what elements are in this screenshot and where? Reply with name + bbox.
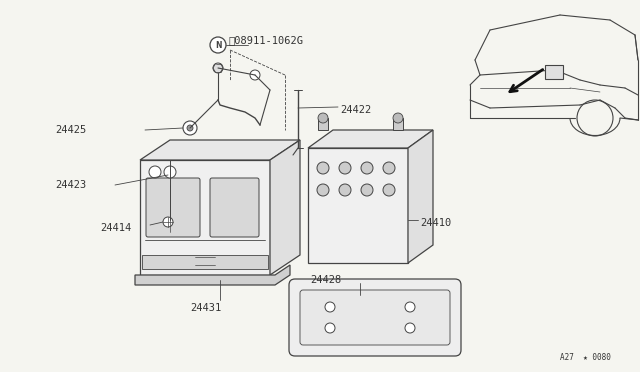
Circle shape bbox=[318, 113, 328, 123]
Text: 24428: 24428 bbox=[310, 275, 341, 285]
FancyBboxPatch shape bbox=[393, 118, 403, 130]
Polygon shape bbox=[270, 140, 300, 275]
FancyBboxPatch shape bbox=[289, 279, 461, 356]
Circle shape bbox=[405, 302, 415, 312]
Circle shape bbox=[383, 162, 395, 174]
Polygon shape bbox=[308, 130, 433, 148]
Circle shape bbox=[183, 121, 197, 135]
Circle shape bbox=[339, 184, 351, 196]
Circle shape bbox=[149, 166, 161, 178]
Polygon shape bbox=[308, 148, 408, 263]
FancyBboxPatch shape bbox=[210, 178, 259, 237]
Circle shape bbox=[361, 162, 373, 174]
FancyBboxPatch shape bbox=[146, 178, 200, 237]
Circle shape bbox=[164, 166, 176, 178]
Circle shape bbox=[317, 162, 329, 174]
Text: 24423: 24423 bbox=[55, 180, 86, 190]
Circle shape bbox=[213, 63, 223, 73]
Text: N: N bbox=[215, 41, 221, 49]
Circle shape bbox=[187, 125, 193, 131]
Circle shape bbox=[325, 323, 335, 333]
Polygon shape bbox=[408, 130, 433, 263]
Text: A27  ★ 0080: A27 ★ 0080 bbox=[560, 353, 611, 362]
Circle shape bbox=[325, 302, 335, 312]
Circle shape bbox=[383, 184, 395, 196]
Circle shape bbox=[317, 184, 329, 196]
Text: 24431: 24431 bbox=[190, 303, 221, 313]
Circle shape bbox=[210, 37, 226, 53]
Circle shape bbox=[163, 217, 173, 227]
Text: ⓝ08911-1062G: ⓝ08911-1062G bbox=[228, 35, 303, 45]
Text: 24425: 24425 bbox=[55, 125, 86, 135]
Circle shape bbox=[250, 70, 260, 80]
Circle shape bbox=[361, 184, 373, 196]
Circle shape bbox=[405, 323, 415, 333]
FancyBboxPatch shape bbox=[300, 290, 450, 345]
Text: 24414: 24414 bbox=[100, 223, 131, 233]
Text: 24410: 24410 bbox=[420, 218, 451, 228]
Text: 24422: 24422 bbox=[340, 105, 371, 115]
Circle shape bbox=[339, 162, 351, 174]
Circle shape bbox=[393, 113, 403, 123]
FancyBboxPatch shape bbox=[318, 118, 328, 130]
Polygon shape bbox=[140, 140, 300, 160]
FancyBboxPatch shape bbox=[545, 65, 563, 79]
Polygon shape bbox=[140, 160, 270, 275]
Polygon shape bbox=[135, 265, 290, 285]
FancyBboxPatch shape bbox=[142, 255, 268, 269]
